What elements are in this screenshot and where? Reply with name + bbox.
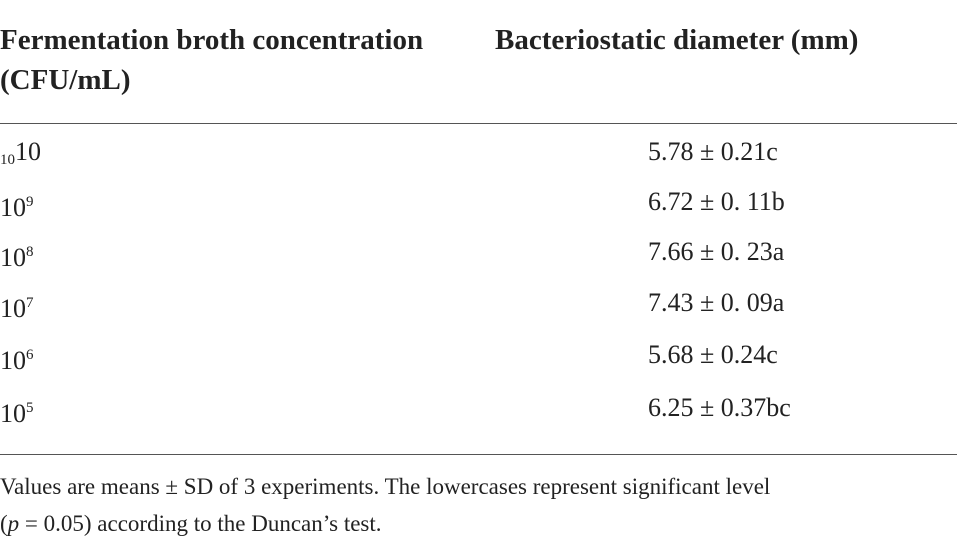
footnote-text: Values are means ± SD of 3 experiments. … [0, 474, 771, 499]
footnote-text: = 0.05) according to the Duncan’s test. [19, 511, 382, 536]
row-value: 6.72 ± 0. 11b [648, 187, 785, 216]
footnote-text: ( [0, 511, 8, 536]
superscript: 6 [26, 347, 34, 363]
base: 10 [0, 243, 26, 272]
superscript: 8 [26, 244, 34, 260]
rule [0, 454, 957, 455]
row-label: 1010 [0, 137, 41, 175]
rule [0, 123, 957, 124]
base: 10 [0, 294, 26, 323]
row-value: 6.25 ± 0.37bc [648, 393, 791, 422]
row-value: 7.66 ± 0. 23a [648, 237, 785, 266]
footnote-text: p [7, 511, 20, 536]
header-cell: Bacteriostatic diameter (mm) [495, 24, 859, 56]
row-label: 106 [0, 340, 34, 376]
superscript: 5 [26, 400, 34, 416]
base: 10 [0, 346, 26, 375]
superscript: 7 [26, 295, 34, 311]
subscript: 10 [0, 152, 15, 168]
base: 10 [15, 137, 41, 166]
header-cell: Fermentation broth concentration (CFU/mL… [0, 24, 424, 96]
row-value: 5.78 ± 0.21c [648, 137, 778, 166]
row-value: 5.68 ± 0.24c [648, 340, 778, 369]
superscript: 9 [26, 194, 34, 210]
row-label: 109 [0, 187, 34, 223]
base: 10 [0, 193, 26, 222]
row-label: 107 [0, 288, 34, 324]
footnote: Values are means ± SD of 3 experiments. … [0, 468, 770, 542]
row-label: 105 [0, 393, 34, 429]
row-label: 108 [0, 237, 34, 273]
base: 10 [0, 399, 26, 428]
row-value: 7.43 ± 0. 09a [648, 288, 785, 317]
